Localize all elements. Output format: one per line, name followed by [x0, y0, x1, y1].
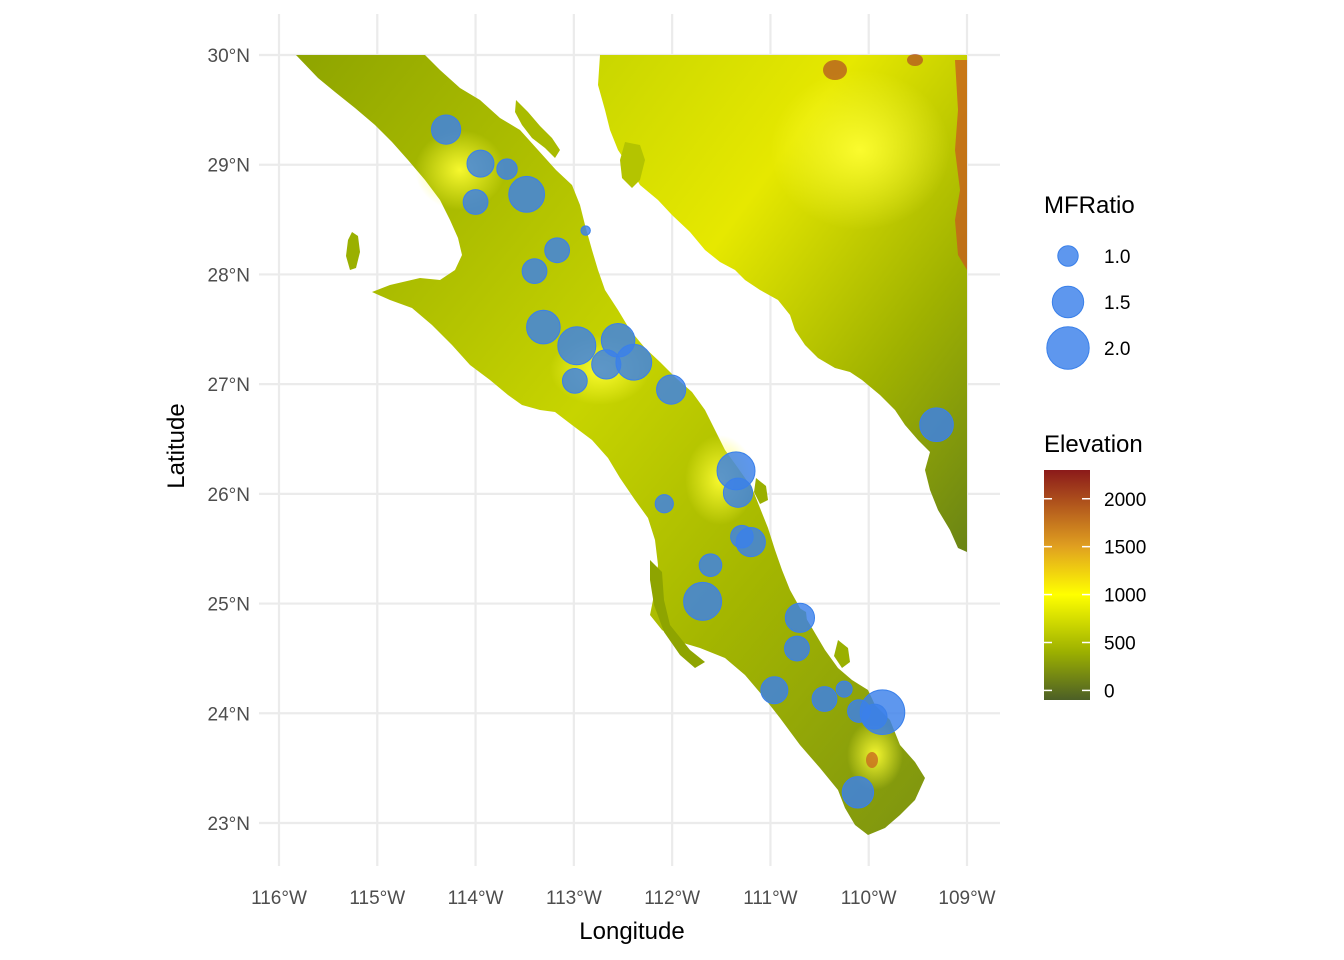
site-point	[580, 225, 591, 236]
x-tick-label: 113°W	[546, 888, 602, 909]
site-point	[557, 326, 597, 366]
island-carmen	[754, 478, 768, 504]
island-magdalena	[650, 560, 705, 668]
site-point	[430, 114, 462, 145]
y-tick-label: 24°N	[208, 704, 250, 725]
island-espiritu-santo	[834, 640, 850, 668]
mfratio-legend-key	[1057, 245, 1079, 267]
site-point	[521, 258, 548, 285]
x-axis-ticks: 116°W 115°W 114°W 113°W 112°W 111°W 110°W 109°W	[251, 888, 996, 909]
mfratio-legend-label: 1.0	[1104, 247, 1130, 268]
site-point	[784, 602, 816, 633]
mfratio-legend-title: MFRatio	[1044, 192, 1135, 219]
site-point	[835, 680, 853, 698]
y-tick-label: 26°N	[208, 485, 250, 506]
site-point	[544, 237, 571, 264]
island-cedros	[346, 232, 360, 270]
mfratio-legend-key	[1046, 326, 1090, 370]
site-point	[466, 149, 495, 178]
site-point	[760, 676, 789, 705]
x-tick-label: 114°W	[448, 888, 504, 909]
mfratio-legend-key	[1051, 285, 1085, 319]
site-point	[496, 158, 518, 180]
elevation-legend: Elevation 2000 1500 1000 500 0	[1044, 431, 1146, 702]
site-point	[462, 189, 489, 215]
elevation-legend-title: Elevation	[1044, 431, 1143, 458]
site-point	[722, 477, 754, 508]
elevation-legend-label: 2000	[1104, 490, 1146, 511]
elevation-colorbar	[1044, 470, 1090, 700]
y-axis-title: Latitude	[163, 403, 190, 488]
elevation-legend-label: 500	[1104, 634, 1136, 655]
sierra-madre-high-peaks	[955, 60, 967, 270]
site-point	[656, 374, 687, 405]
x-axis-title: Longitude	[579, 918, 684, 945]
y-tick-label: 28°N	[208, 265, 250, 286]
mainland-peak-north	[823, 60, 847, 80]
island-angel-de-la-guarda	[515, 100, 560, 158]
y-axis-ticks: 30°N 29°N 28°N 27°N 26°N 25°N 24°N 23°N	[208, 46, 250, 835]
mainland-peak-east	[907, 54, 923, 66]
x-tick-label: 116°W	[251, 888, 307, 909]
site-point	[919, 407, 954, 443]
site-point	[811, 686, 838, 712]
x-tick-label: 111°W	[743, 888, 797, 909]
mainland-highland	[770, 70, 950, 230]
site-point	[841, 776, 875, 809]
x-tick-label: 109°W	[938, 888, 995, 909]
site-point	[526, 309, 561, 345]
mfratio-legend-label: 1.5	[1104, 293, 1130, 314]
y-tick-label: 30°N	[208, 46, 250, 67]
site-point	[859, 689, 906, 735]
elevation-legend-label: 1500	[1104, 538, 1146, 559]
peninsula-land	[296, 55, 925, 835]
y-tick-label: 29°N	[208, 156, 250, 177]
site-point	[615, 343, 653, 381]
site-points	[430, 114, 954, 809]
site-point	[561, 367, 588, 394]
site-point	[508, 175, 546, 213]
x-tick-label: 115°W	[349, 888, 405, 909]
site-point	[683, 581, 723, 621]
x-tick-label: 110°W	[841, 888, 897, 909]
mfratio-legend: MFRatio 1.0 1.5 2.0	[1044, 192, 1135, 370]
elevation-legend-label: 1000	[1104, 586, 1146, 607]
site-point	[654, 494, 674, 514]
island-tiburon	[620, 142, 645, 188]
y-tick-label: 27°N	[208, 375, 250, 396]
site-point	[784, 635, 810, 662]
x-tick-label: 112°W	[644, 888, 700, 909]
site-point	[735, 527, 766, 558]
elevation-legend-label: 0	[1104, 681, 1115, 702]
site-point	[698, 553, 723, 577]
cape-peak	[866, 752, 878, 768]
y-tick-label: 23°N	[208, 814, 250, 835]
y-tick-label: 25°N	[208, 595, 250, 616]
mfratio-legend-label: 2.0	[1104, 339, 1130, 360]
